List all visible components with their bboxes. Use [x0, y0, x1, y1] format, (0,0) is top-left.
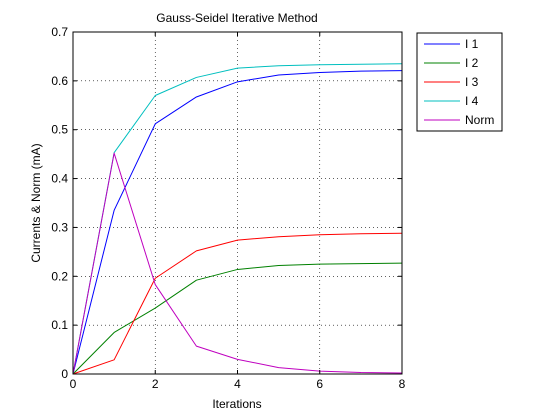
y-tick-label: 0.1 [51, 318, 68, 332]
legend-label: I 2 [465, 56, 479, 70]
legend-label: I 1 [465, 37, 479, 51]
y-tick-label: 0.6 [51, 74, 68, 88]
legend-label: I 4 [465, 94, 479, 108]
y-tick-label: 0 [61, 367, 68, 381]
y-tick-label: 0.2 [51, 269, 68, 283]
x-tick-label: 8 [399, 377, 406, 391]
plot-area [73, 32, 402, 374]
chart-title: Gauss-Seidel Iterative Method [156, 11, 317, 25]
y-axis-label: Currents & Norm (mA) [29, 143, 43, 262]
legend-label: Norm [465, 113, 494, 127]
legend: I 1 I 2 I 3 I 4 Norm [416, 32, 503, 132]
x-tick-label: 4 [234, 377, 241, 391]
y-tick-label: 0.7 [51, 25, 68, 39]
y-tick-label: 0.4 [51, 172, 68, 186]
series-line-i1 [72, 70, 403, 375]
x-tick-label: 2 [152, 377, 159, 391]
y-tick-label: 0.5 [51, 123, 68, 137]
x-axis-label: Iterations [212, 397, 261, 411]
series-lines [72, 63, 403, 375]
series-line-norm [72, 152, 403, 375]
series-line-i4 [72, 63, 403, 375]
grid-lines [73, 32, 402, 374]
x-tick-label: 6 [316, 377, 323, 391]
x-tick-label: 0 [70, 377, 77, 391]
y-tick-label: 0.3 [51, 220, 68, 234]
series-line-i2 [72, 262, 403, 375]
series-line-i3 [72, 232, 403, 375]
legend-label: I 3 [465, 75, 479, 89]
axis-ticks: 0 2 4 6 8 0 0.1 0.2 0.3 0.4 0.5 0.6 0.7 [51, 25, 405, 391]
